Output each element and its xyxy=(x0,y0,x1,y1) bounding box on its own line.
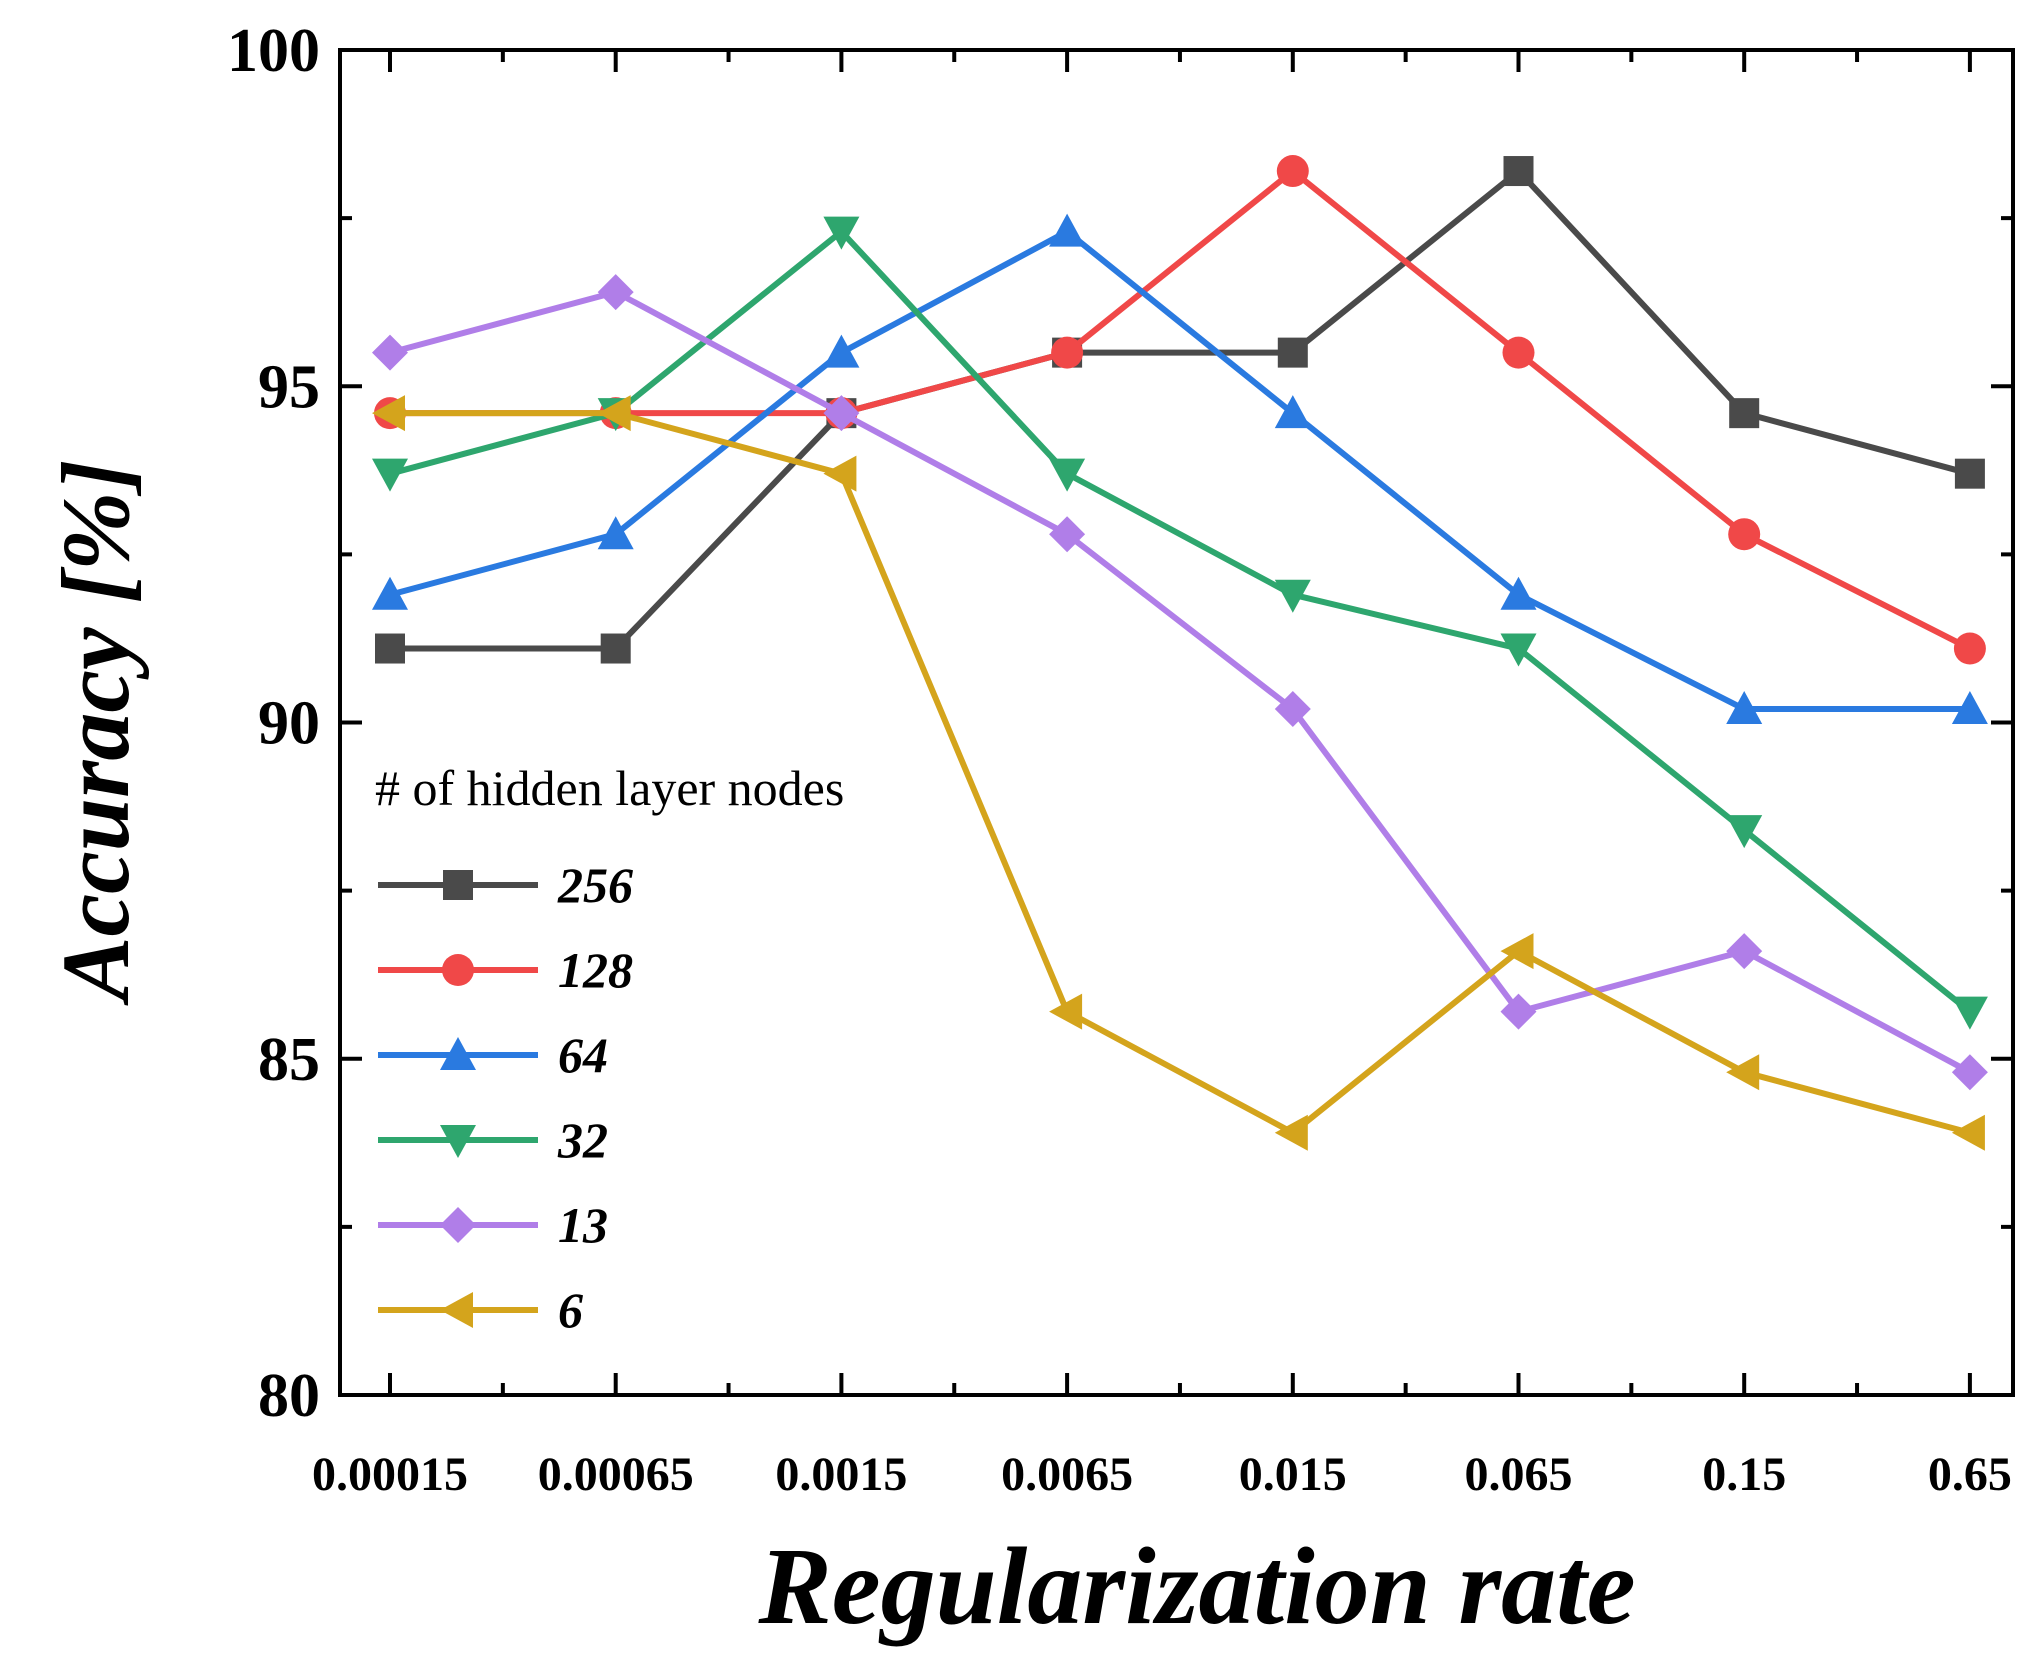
x-axis-title: Regularization rate xyxy=(757,1525,1635,1647)
x-tick-label: 0.0065 xyxy=(1001,1448,1133,1501)
triangle-up-marker xyxy=(823,334,860,368)
triangle-down-marker xyxy=(1049,458,1086,492)
legend-title: # of hidden layer nodes xyxy=(375,760,844,816)
triangle-down-marker xyxy=(1274,579,1311,613)
diamond-marker xyxy=(1049,516,1086,553)
series-line-13 xyxy=(389,289,1972,1075)
triangle-down-marker xyxy=(823,216,860,250)
y-axis-title: Accuracy [%] xyxy=(42,459,149,1005)
legend: # of hidden layer nodes 256 128 64 32 13 6 xyxy=(375,760,844,1338)
triangle-left-marker xyxy=(372,395,405,432)
legend-label-256: 256 xyxy=(557,857,633,913)
series-line-256 xyxy=(390,168,1971,652)
diamond-marker xyxy=(1500,993,1537,1030)
triangle-down-marker xyxy=(372,458,408,492)
legend-entry-256: 256 xyxy=(378,857,633,913)
triangle-up-marker xyxy=(1726,691,1763,725)
series-6 xyxy=(372,395,1985,1151)
legend-label-64: 64 xyxy=(558,1027,608,1083)
x-tick-label: 0.065 xyxy=(1465,1448,1573,1501)
y-tick-label: 95 xyxy=(258,353,320,421)
triangle-up-marker xyxy=(1500,576,1537,610)
square-marker xyxy=(1954,458,1985,489)
triangle-down-marker xyxy=(1500,633,1537,667)
square-marker xyxy=(1729,398,1760,429)
diamond-marker xyxy=(372,334,408,371)
x-axis: 0.00015 0.00065 0.0015 0.0065 0.015 0.065 0.15… xyxy=(312,50,2012,1501)
legend-label-6: 6 xyxy=(558,1282,583,1338)
legend-entry-64: 64 xyxy=(378,1027,608,1083)
triangle-up-marker xyxy=(1274,395,1311,429)
triangle-down-marker xyxy=(1726,815,1763,849)
x-tick-label: 0.015 xyxy=(1239,1448,1347,1501)
triangle-up-marker xyxy=(440,1037,476,1070)
x-tick-label: 0.15 xyxy=(1702,1448,1786,1501)
legend-entry-13: 13 xyxy=(378,1197,608,1253)
series-32 xyxy=(372,216,1988,1030)
circle-marker xyxy=(442,954,474,986)
square-marker xyxy=(1277,337,1308,368)
triangle-left-marker xyxy=(440,1292,473,1328)
legend-label-32: 32 xyxy=(557,1112,608,1168)
plot-area xyxy=(338,48,2015,1397)
diamond-marker xyxy=(1951,1054,1988,1091)
y-tick-label: 100 xyxy=(227,17,320,85)
diamond-marker xyxy=(1274,691,1311,728)
square-marker xyxy=(443,870,473,900)
y-tick-label: 90 xyxy=(258,690,320,758)
series-line-64 xyxy=(389,228,1970,713)
x-tick-label: 0.00015 xyxy=(312,1448,468,1501)
triangle-left-marker xyxy=(1274,1114,1308,1151)
legend-entry-6: 6 xyxy=(378,1282,583,1338)
triangle-left-marker xyxy=(1049,993,1083,1030)
diamond-marker xyxy=(1726,933,1763,970)
triangle-left-marker xyxy=(597,395,631,432)
diamond-marker xyxy=(823,395,860,432)
triangle-up-marker xyxy=(1049,213,1086,247)
series-layer xyxy=(372,155,1988,1151)
triangle-down-marker xyxy=(1951,996,1988,1030)
square-marker xyxy=(600,633,631,664)
x-tick-label: 0.65 xyxy=(1928,1448,2012,1501)
triangle-up-marker xyxy=(597,516,634,550)
circle-marker xyxy=(1953,632,1986,665)
legend-entry-128: 128 xyxy=(378,942,633,998)
x-tick-label: 0.00065 xyxy=(538,1448,694,1501)
triangle-left-marker xyxy=(823,455,857,492)
y-tick-label: 85 xyxy=(258,1026,320,1094)
x-tick-label: 0.0015 xyxy=(775,1448,907,1501)
circle-marker xyxy=(1502,336,1535,369)
legend-label-13: 13 xyxy=(558,1197,608,1253)
triangle-up-marker xyxy=(372,576,408,610)
series-13 xyxy=(372,274,1988,1091)
diamond-marker xyxy=(440,1207,476,1243)
plot-border xyxy=(338,48,2015,1397)
y-axis: 80 85 90 95 100 xyxy=(227,17,2013,1430)
circle-marker xyxy=(1276,155,1309,188)
series-line-32 xyxy=(389,228,1972,1015)
triangle-left-marker xyxy=(1951,1114,1985,1151)
series-line-6 xyxy=(390,410,1971,1136)
legend-entry-32: 32 xyxy=(378,1112,608,1168)
series-64 xyxy=(372,213,1988,725)
triangle-left-marker xyxy=(1500,933,1534,970)
square-marker xyxy=(375,633,405,664)
legend-label-128: 128 xyxy=(558,942,633,998)
y-tick-label: 80 xyxy=(258,1362,320,1430)
series-128 xyxy=(374,155,1986,665)
triangle-up-marker xyxy=(1951,691,1988,725)
triangle-down-marker xyxy=(440,1125,476,1158)
diamond-marker xyxy=(597,274,634,311)
square-marker xyxy=(1503,156,1534,187)
circle-marker xyxy=(1728,518,1761,551)
circle-marker xyxy=(1051,336,1084,369)
triangle-left-marker xyxy=(1726,1054,1760,1091)
series-line-128 xyxy=(390,168,1972,652)
